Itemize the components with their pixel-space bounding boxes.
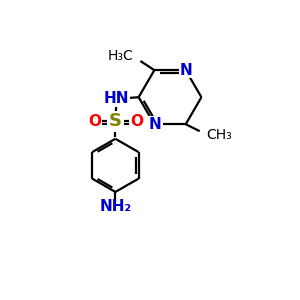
Text: N: N bbox=[149, 117, 162, 132]
Text: N: N bbox=[179, 63, 192, 78]
Text: NH₂: NH₂ bbox=[99, 200, 131, 214]
Text: CH₃: CH₃ bbox=[207, 128, 232, 142]
Text: S: S bbox=[109, 112, 122, 130]
Text: O: O bbox=[130, 114, 143, 129]
Text: H₃C: H₃C bbox=[108, 49, 134, 63]
Text: HN: HN bbox=[104, 91, 129, 106]
Text: O: O bbox=[88, 114, 101, 129]
